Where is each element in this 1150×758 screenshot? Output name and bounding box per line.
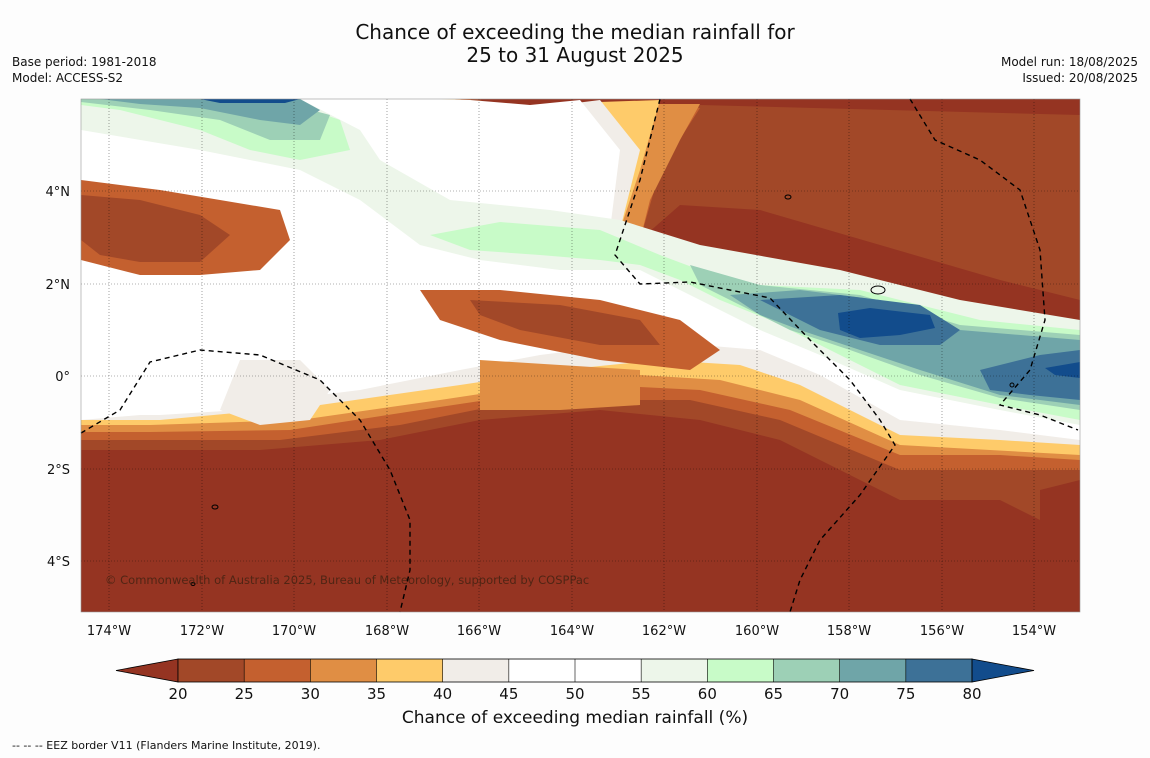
map-frame [80, 98, 1081, 613]
colorbar-segment [244, 659, 311, 682]
map-area [81, 99, 1080, 612]
colorbar-tick-label: 20 [168, 685, 187, 703]
colorbar-tick-label: 45 [499, 685, 518, 703]
colorbar-segment [310, 659, 377, 682]
colorbar-tick-label: 40 [433, 685, 452, 703]
colorbar-tick-label: 65 [764, 685, 783, 703]
band-above-80-c [1045, 362, 1080, 378]
map-title-line2: 25 to 31 August 2025 [466, 43, 684, 67]
lon-tick-labels: 174°W 172°W 170°W 168°W 166°W 164°W 162°… [87, 624, 1056, 639]
lon-tick-label: 162°W [642, 624, 686, 639]
colorbar-tick-label: 55 [632, 685, 651, 703]
band-above-80 [838, 308, 935, 338]
meta-left: Base period: 1981-2018 Model: ACCESS-S2 [12, 54, 157, 86]
colorbar-segment [575, 659, 642, 682]
band-lowest-left [81, 195, 230, 262]
colorbar-segment [773, 659, 841, 682]
model-run-text: Model run: 18/08/2025 [1000, 55, 1138, 69]
colorbar-tick-label: 80 [962, 685, 981, 703]
colorbar-tick-label: 70 [830, 685, 849, 703]
band-mid-dry-b [470, 300, 660, 345]
band-above-80-b [200, 99, 300, 103]
colorbar-segment [839, 659, 907, 682]
colorbar-segment [707, 659, 774, 682]
colorbar-segment [508, 659, 576, 682]
lon-tick-label: 170°W [272, 624, 316, 639]
colorbar-tick-label: 75 [896, 685, 915, 703]
colorbar-segment [178, 659, 245, 682]
colorbar-tick-labels: 20 25 30 35 40 45 50 55 60 65 70 75 80 [168, 685, 981, 703]
lat-tick-label: 2°S [47, 463, 70, 478]
base-period-text: Base period: 1981-2018 [12, 55, 157, 69]
band-75-80-c [980, 350, 1080, 400]
map-title-line1: Chance of exceeding the median rainfall … [355, 20, 795, 44]
colorbar-segment [376, 659, 444, 682]
colorbar-tick-label: 35 [367, 685, 386, 703]
colorbar-tick-label: 50 [565, 685, 584, 703]
band-70-75 [100, 99, 320, 125]
colorbar-over-arrow [971, 658, 1035, 683]
lon-tick-label: 156°W [920, 624, 964, 639]
lon-tick-label: 154°W [1012, 624, 1056, 639]
band-orange-se [480, 360, 640, 410]
lon-tick-label: 164°W [550, 624, 594, 639]
meta-right: Model run: 18/08/2025 Issued: 20/08/2025 [1001, 54, 1138, 86]
lon-tick-label: 168°W [365, 624, 409, 639]
lat-tick-label: 4°S [47, 555, 70, 570]
lat-tick-label: 0° [55, 370, 70, 385]
lat-tick-label: 2°N [46, 278, 71, 293]
eez-footnote: -- -- -- EEZ border V11 (Flanders Marine… [12, 739, 321, 752]
lon-tick-label: 158°W [827, 624, 871, 639]
colorbar-segment [905, 659, 973, 682]
colorbar-under-arrow [115, 658, 179, 683]
lon-tick-label: 172°W [180, 624, 224, 639]
colorbar-tick-label: 60 [698, 685, 717, 703]
eez-borders [80, 98, 1079, 613]
lon-tick-label: 160°W [735, 624, 779, 639]
copyright-text: © Commonwealth of Australia 2025, Bureau… [105, 573, 589, 587]
lat-tick-label: 4°N [46, 185, 71, 200]
colorbar-title: Chance of exceeding median rainfall (%) [401, 708, 749, 728]
colorbar-segment [442, 659, 510, 682]
islands [190, 194, 1015, 586]
issued-text: Issued: 20/08/2025 [1022, 71, 1138, 85]
colorbar-tick-label: 30 [301, 685, 320, 703]
band-offwhite-west [220, 360, 330, 425]
lat-tick-labels: 4°N 2°N 0° 2°S 4°S [46, 185, 71, 570]
colorbar-segment [641, 659, 708, 682]
colorbar [115, 658, 1035, 683]
lon-tick-label: 174°W [87, 624, 131, 639]
model-text: Model: ACCESS-S2 [12, 71, 124, 85]
colorbar-tick-label: 25 [235, 685, 254, 703]
lon-tick-label: 166°W [457, 624, 501, 639]
